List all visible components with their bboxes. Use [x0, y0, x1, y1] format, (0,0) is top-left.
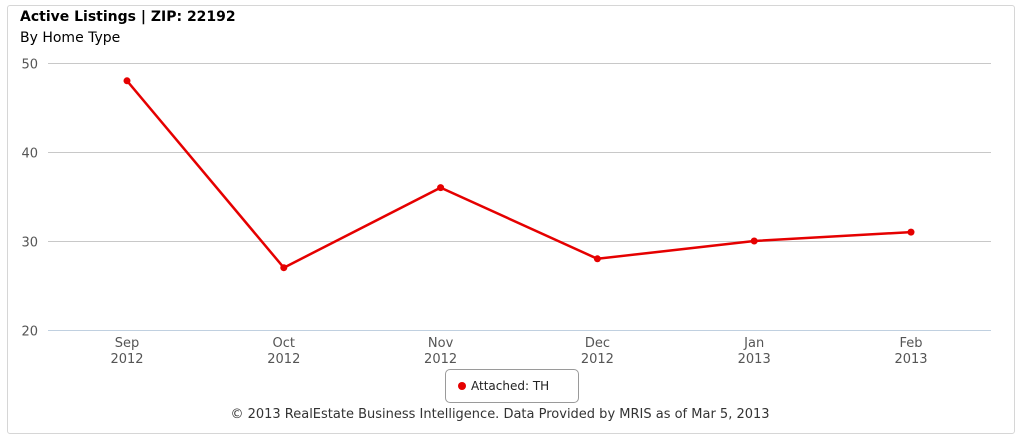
y-tick-label: 40 [21, 147, 38, 162]
x-axis-ticks: Sep 2012 Oct 2012 Nov 2012 Dec 2012 Jan 2013 Feb 20… [110, 336, 927, 367]
data-point[interactable] [123, 77, 131, 85]
data-point[interactable] [593, 255, 601, 263]
x-tick-label: Oct 2012 [267, 336, 300, 367]
y-axis-ticks: 20 30 40 50 [21, 58, 38, 340]
y-tick-label: 50 [21, 58, 38, 73]
grid-lines [48, 63, 991, 331]
data-point[interactable] [280, 264, 288, 272]
x-tick-label: Jan 2013 [738, 336, 771, 367]
y-tick-label: 30 [21, 236, 38, 251]
x-tick-label: Nov 2012 [424, 336, 457, 367]
chart-title: Active Listings | ZIP: 22192 [20, 9, 236, 25]
x-tick-label: Dec 2012 [581, 336, 614, 367]
data-point[interactable] [750, 237, 758, 245]
y-tick-label: 20 [21, 325, 38, 340]
data-point[interactable] [907, 228, 915, 236]
series-layer [123, 77, 915, 272]
chart-subtitle: By Home Type [20, 30, 121, 46]
legend-label-attached-th: Attached: TH [471, 379, 550, 393]
data-point[interactable] [437, 184, 445, 192]
legend[interactable]: Attached: TH [445, 369, 579, 403]
legend-marker [458, 382, 466, 390]
x-tick-label: Sep 2012 [110, 336, 143, 367]
credits-text: © 2013 RealEstate Business Intelligence.… [230, 407, 770, 422]
series-line [126, 79, 912, 269]
x-tick-label: Feb 2013 [894, 336, 927, 367]
